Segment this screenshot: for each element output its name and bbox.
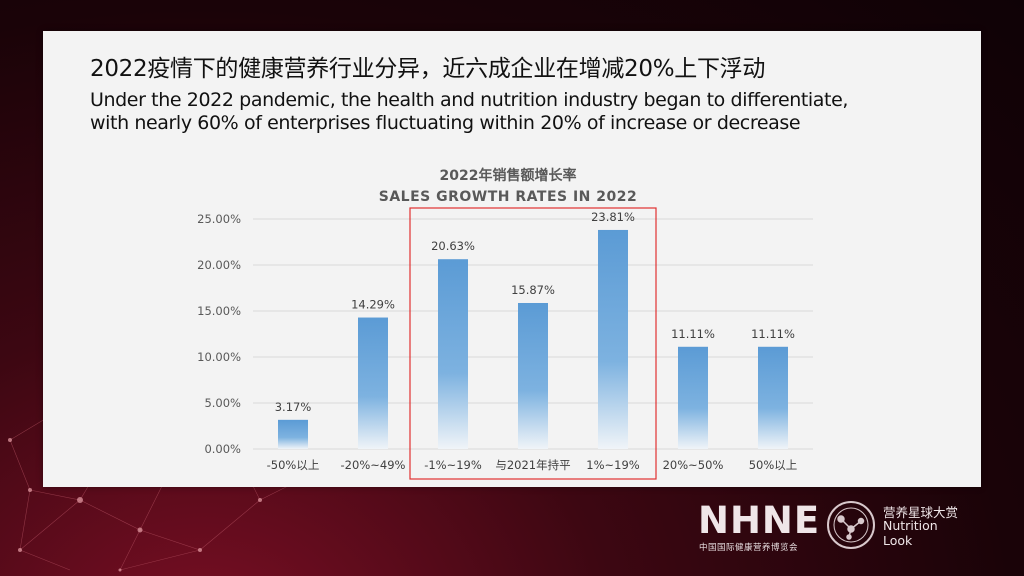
bar [518, 302, 548, 449]
highlight-box [409, 207, 657, 480]
y-tick-label: 25.00% [197, 212, 241, 226]
bar [358, 317, 388, 449]
data-label: 20.63% [431, 239, 475, 253]
nhne-logo-subtitle: 中国国际健康营养博览会 [699, 543, 799, 553]
sales-growth-chart: 2022年销售额增长率 SALES GROWTH RATES IN 2022 0… [197, 167, 813, 480]
x-tick-label: 1%~19% [586, 458, 640, 472]
nutrition-look-en-2: Look [883, 533, 913, 548]
data-label: 3.17% [275, 400, 312, 414]
bar [758, 346, 788, 449]
chart-title: 2022年销售额增长率 [440, 167, 577, 184]
nutrition-look-cn: 营养星球大赏 [883, 505, 959, 520]
data-label: 11.11% [751, 327, 795, 341]
data-label: 11.11% [671, 327, 715, 341]
bar [278, 419, 308, 449]
y-tick-label: 0.00% [204, 442, 241, 456]
data-label: 14.29% [351, 298, 395, 312]
bar [678, 346, 708, 449]
data-label: 15.87% [511, 283, 555, 297]
y-tick-label: 10.00% [197, 350, 241, 364]
logo-area: NHNE 中国国际健康营养博览会 营养星球大赏 Nutrition Look [695, 497, 1015, 567]
x-tick-label: 与2021年持平 [495, 458, 570, 472]
y-tick-label: 5.00% [204, 396, 241, 410]
headline-en-line2: with nearly 60% of enterprises fluctuati… [90, 112, 801, 134]
x-tick-label: -1%~19% [424, 458, 482, 472]
nhne-logo: NHNE [698, 499, 821, 542]
nutrition-look-en-1: Nutrition [883, 518, 938, 533]
y-tick-label: 20.00% [197, 258, 241, 272]
headline-en: Under the 2022 pandemic, the health and … [90, 89, 848, 135]
nutrition-look-icon [827, 501, 875, 549]
x-tick-label: 50%以上 [749, 458, 798, 472]
x-tick-label: 20%~50% [663, 458, 724, 472]
headline-en-line1: Under the 2022 pandemic, the health and … [90, 89, 849, 111]
slide-card: 2022疫情下的健康营养行业分异，近六成企业在增减20%上下浮动 Under t… [43, 31, 981, 487]
headline-cn: 2022疫情下的健康营养行业分异，近六成企业在增减20%上下浮动 [90, 56, 766, 82]
data-label: 23.81% [591, 210, 635, 224]
chart-subtitle: SALES GROWTH RATES IN 2022 [379, 189, 637, 205]
y-tick-label: 15.00% [197, 304, 241, 318]
x-tick-label: -50%以上 [267, 458, 320, 472]
bar [598, 229, 628, 449]
x-tick-label: -20%~49% [341, 458, 406, 472]
bar [438, 259, 468, 449]
